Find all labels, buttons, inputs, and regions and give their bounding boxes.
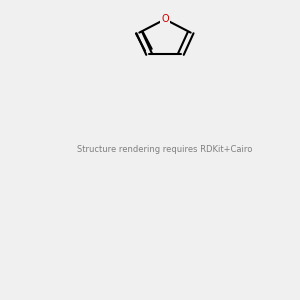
Text: Structure rendering requires RDKit+Cairo: Structure rendering requires RDKit+Cairo [77, 146, 253, 154]
Text: O: O [161, 14, 169, 24]
